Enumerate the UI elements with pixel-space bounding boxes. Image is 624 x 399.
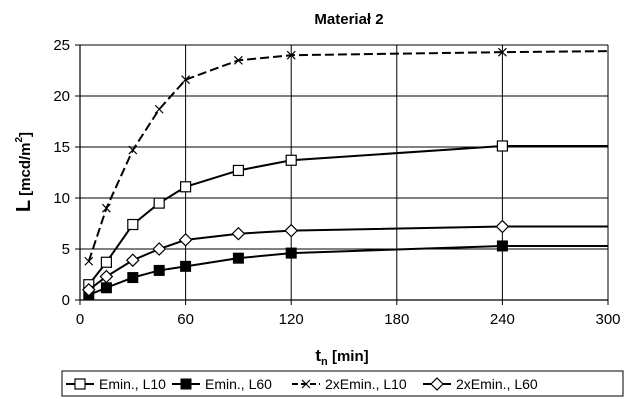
legend-label: 2xEmin., L10 [325, 376, 407, 392]
series-line [89, 227, 608, 290]
y-tick-label: 15 [53, 139, 70, 156]
y-axis-label: L[mcd/m2] [13, 132, 35, 212]
x-axis-label-unit: [min] [328, 348, 369, 365]
square-filled-marker [101, 283, 111, 293]
y-tick-label: 20 [53, 88, 70, 105]
tick-labels: 0 5 10 15 20 25 0 60 120 180 240 300 [53, 37, 620, 328]
square-open-marker [101, 257, 111, 267]
y-axis-label-unit: [mcd/m [17, 143, 34, 196]
legend-label: 2xEmin., L60 [456, 376, 538, 392]
square-open-marker [233, 165, 243, 175]
square-open-marker [286, 155, 296, 165]
series-line [89, 246, 608, 295]
square-open-marker [128, 220, 138, 230]
x-tick-label: 120 [279, 311, 304, 328]
chart-title: Materiał 2 [314, 11, 383, 28]
diamond-open-marker [285, 225, 297, 237]
square-filled-marker [181, 261, 191, 271]
y-tick-label: 25 [53, 37, 70, 54]
square-open-marker [154, 198, 164, 208]
square-filled-marker [286, 248, 296, 258]
square-open-marker [181, 182, 191, 192]
diamond-open-marker [127, 254, 139, 266]
x-tick-label: 60 [177, 311, 194, 328]
x-marker [155, 105, 163, 113]
legend: Emin., L10 Emin., L60 2xEmin., L10 2xEmin.,… [62, 371, 623, 396]
square-filled-marker [233, 253, 243, 263]
y-tick-label: 5 [62, 241, 70, 258]
diamond-open-marker [180, 234, 192, 246]
square-filled-marker [154, 265, 164, 275]
x-tick-label: 240 [490, 311, 515, 328]
square-open-marker [75, 379, 85, 389]
x-axis-label: tn [min] [315, 346, 368, 368]
x-tick-label: 180 [384, 311, 409, 328]
y-axis-label-main: L [13, 200, 35, 212]
square-filled-marker [497, 241, 507, 251]
series-2xemin-l60 [83, 221, 608, 296]
y-tick-label: 0 [62, 292, 70, 309]
diamond-open-marker [153, 243, 165, 255]
series-line [89, 146, 608, 285]
diamond-open-marker [232, 228, 244, 240]
square-filled-marker [181, 379, 191, 389]
x-tick-label: 0 [76, 311, 84, 328]
legend-label: Emin., L10 [99, 376, 166, 392]
square-open-marker [497, 141, 507, 151]
gridlines [80, 45, 608, 300]
x-tick-label: 300 [595, 311, 620, 328]
y-tick-label: 10 [53, 190, 70, 207]
series-lines [83, 48, 608, 300]
y-axis-label-close: ] [17, 132, 34, 137]
legend-label: Emin., L60 [205, 376, 272, 392]
square-filled-marker [128, 273, 138, 283]
diamond-open-marker [496, 221, 508, 233]
